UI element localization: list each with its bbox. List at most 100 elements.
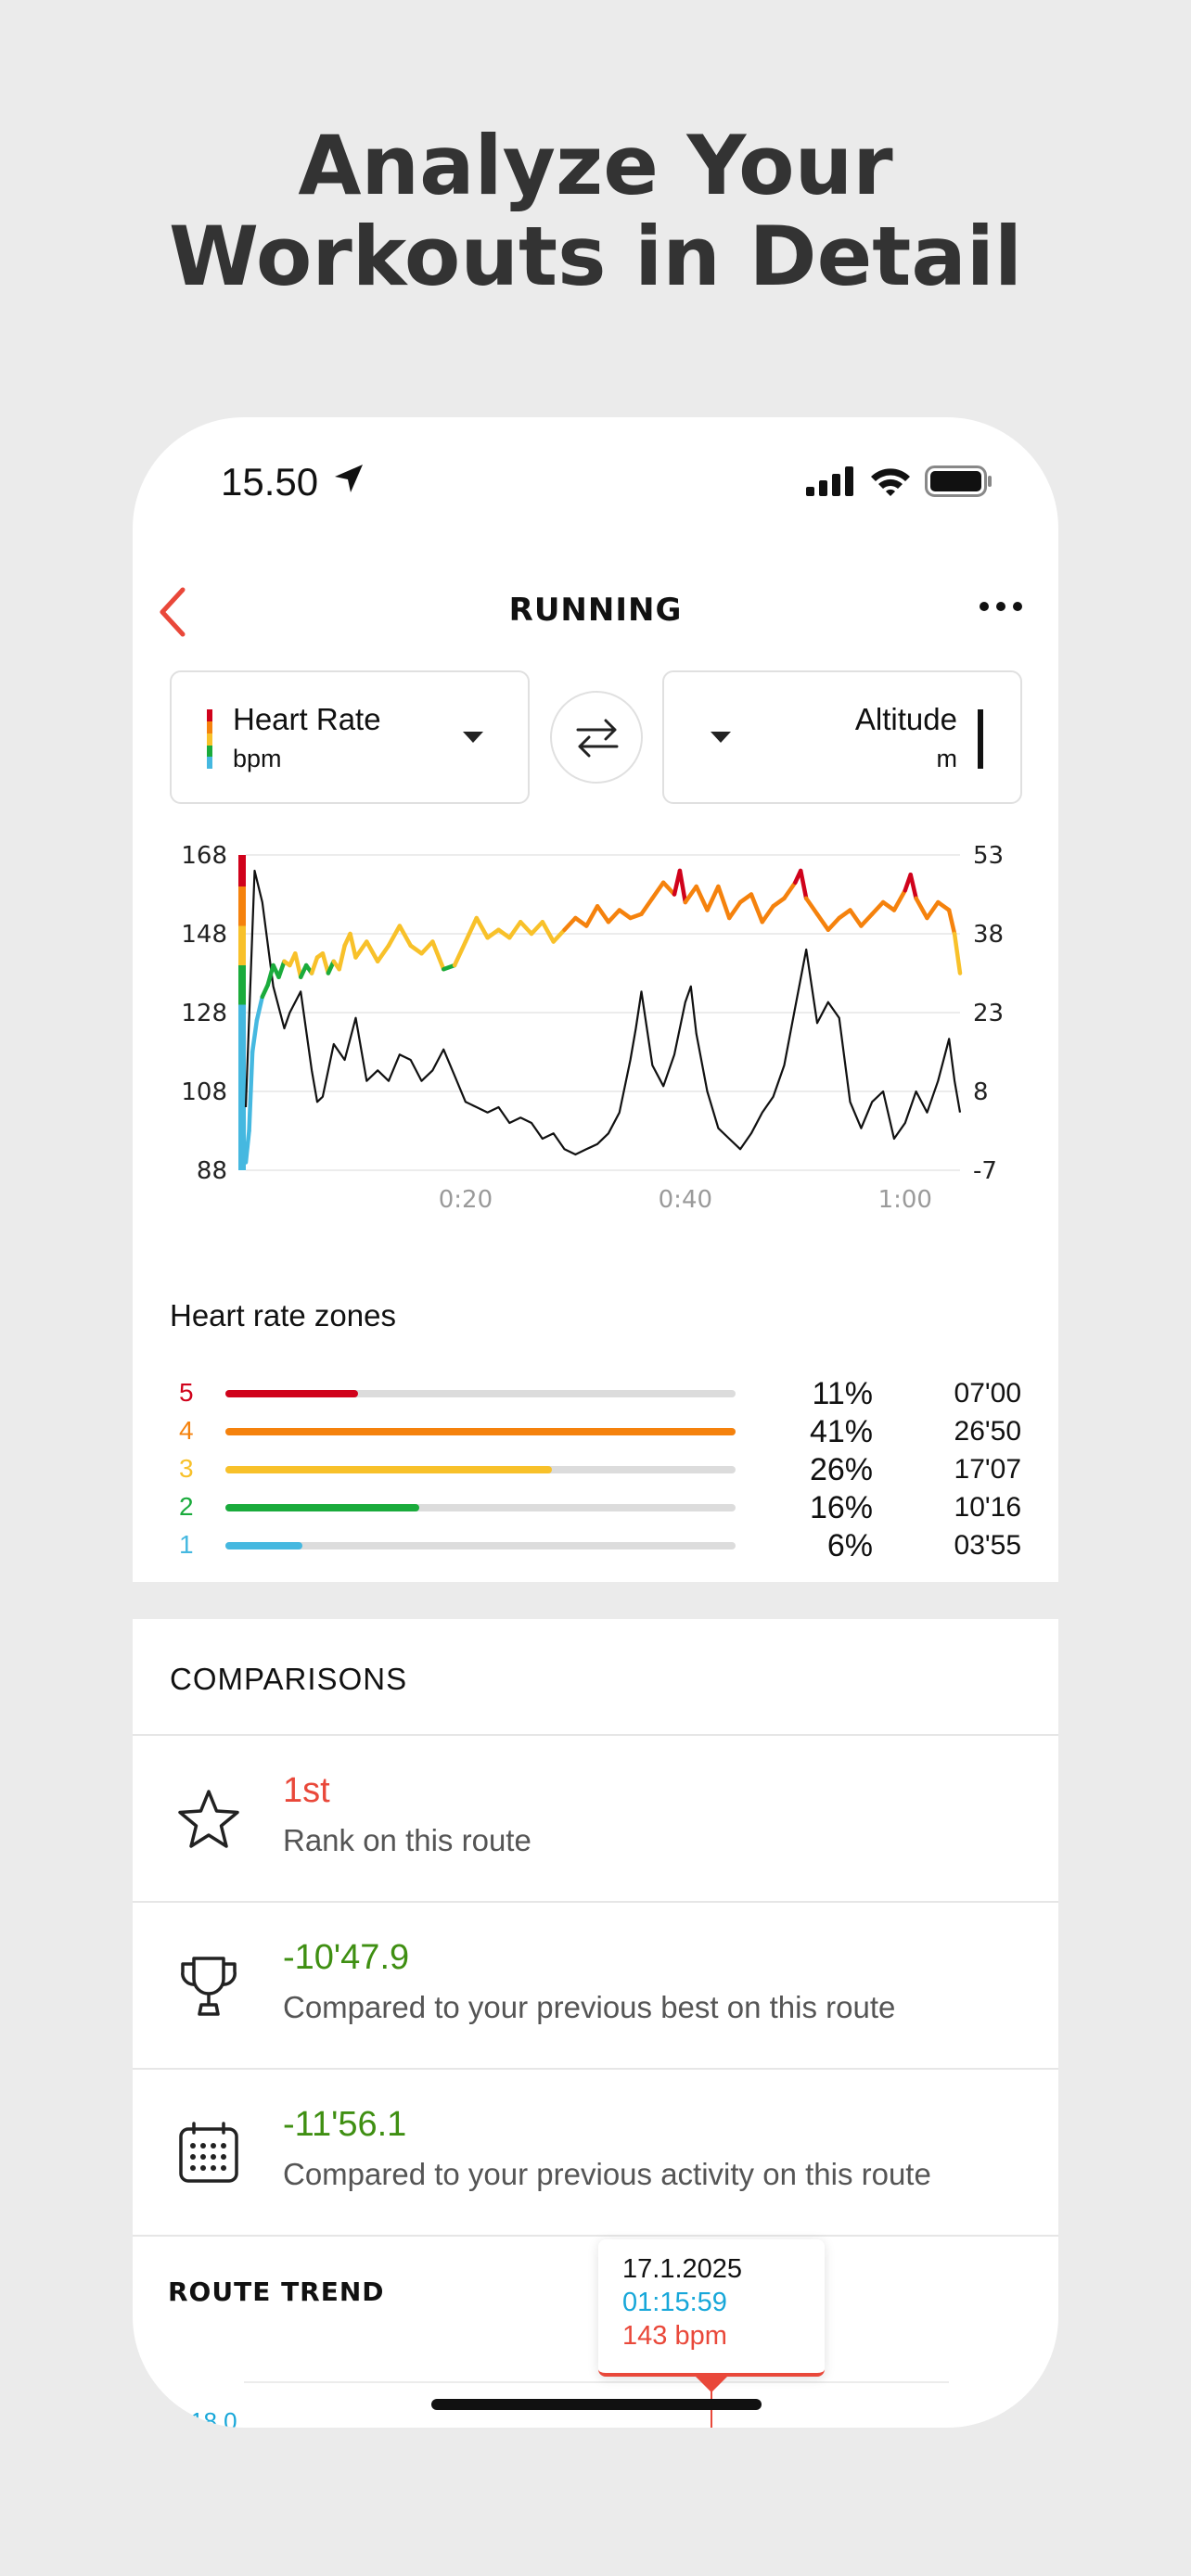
left-axis-tick: 128 [181,1000,227,1027]
heart-rate-segment [583,904,600,928]
heart-rate-segment [650,880,666,900]
swap-metrics-button[interactable] [550,691,643,784]
heart-rate-segment [705,884,721,912]
heart-rate-segment [496,927,512,940]
left-axis-tick: 88 [197,1157,227,1185]
zone-band-2 [238,965,246,1005]
phone-screen: 15.50 RUNN [133,417,1058,2428]
zone-progress-fill [225,1390,358,1397]
right-metric-selector[interactable]: Altitude m [662,670,1022,804]
heart-rate-segment [573,915,589,928]
zone-progress-track [225,1466,736,1473]
wifi-icon [871,468,910,496]
heart-rate-segment [293,951,303,979]
zone-band-5 [238,855,246,886]
heart-rate-segment [276,959,287,979]
heart-rate-segment [606,908,622,925]
more-options-icon[interactable] [979,597,1023,616]
zone-band-3 [238,925,246,965]
comparison-description: Rank on this route [283,1823,531,1857]
status-icons [806,465,993,497]
dropdown-arrow-icon [463,732,483,743]
zone-progress-track [225,1504,736,1511]
right-axis-tick: 38 [973,921,1004,949]
heart-rate-segment [309,955,320,976]
heart-rate-segment [782,880,798,900]
zone-percent: 11% [812,1376,873,1411]
back-chevron-icon[interactable] [149,584,196,640]
heart-rate-segment [243,1129,251,1165]
heart-rate-segment [260,983,270,1000]
heart-rate-segment [891,888,908,912]
zone-progress-track [225,1390,736,1397]
workout-chart[interactable]: 168 148 128 108 88 53 38 23 8 -7 0:20 0:40 1:00 [133,825,1058,1215]
comparison-row-best[interactable]: -10'47.9 Compared to your previous best … [133,1901,1058,2070]
trend-gridline [244,2381,949,2383]
star-icon [178,1790,239,1848]
heart-rate-segment [540,920,556,944]
heart-rate-segment [485,927,501,940]
heart-rate-segment [247,1050,255,1133]
heart-rate-segment [529,920,545,937]
heart-rate-segment [946,908,957,937]
right-axis-tick: -7 [973,1157,997,1185]
zone-number: 4 [179,1416,194,1445]
heart-rate-segment [749,892,765,925]
zone-number: 1 [179,1530,194,1559]
heart-rate-segment [925,899,941,921]
comparison-bottom-divider [133,2235,1058,2237]
right-axis-tick: 8 [973,1078,989,1106]
right-metric-title: Altitude [854,702,957,736]
comparison-description: Compared to your previous best on this r… [283,1990,896,2024]
left-axis-tick: 168 [181,842,227,870]
heart-rate-segment [726,899,743,921]
heart-rate-segment [859,912,875,928]
zone-number: 2 [179,1492,194,1521]
altitude-line [244,869,962,1156]
zone-row: 5 11% 07'00 [133,1376,1058,1413]
zone-percent: 26% [809,1452,873,1487]
left-metric-selector[interactable]: Heart Rate bpm [170,670,530,804]
heart-rate-segment [452,939,468,968]
heart-rate-segment [737,892,754,905]
heart-rate-segment [250,1018,260,1054]
heart-rate-segment [386,924,403,948]
route-trend-title: ROUTE TREND [168,2276,385,2307]
heart-rate-segment [760,904,775,925]
comparison-row-previous[interactable]: -11'56.1 Compared to your previous activ… [133,2068,1058,2237]
x-axis-tick: 0:40 [659,1186,712,1214]
heart-rate-segment [397,924,413,948]
trend-right-tick: 150 [1016,2407,1057,2428]
heart-rate-segment [337,943,347,972]
heart-rate-segment [365,939,380,963]
heart-rate-segment [798,868,809,900]
heart-rate-segment [694,884,710,912]
left-axis-tick: 148 [181,921,227,949]
comparison-row-rank[interactable]: 1st Rank on this route [133,1734,1058,1903]
right-axis-tick: 53 [973,842,1004,870]
heart-rate-segment [952,931,963,976]
heart-rate-segment [430,939,446,972]
heart-rate-segment [837,908,852,921]
heart-rate-segment [869,899,886,916]
zone-percent: 16% [809,1490,873,1525]
heart-rate-segment [814,912,831,932]
left-metric-title: Heart Rate [233,702,381,736]
status-time: 15.50 [221,460,319,504]
hr-zones-title: Heart rate zones [170,1298,396,1333]
zone-duration: 17'07 [954,1454,1021,1485]
tooltip-date: 17.1.2025 [622,2254,743,2284]
section-divider [133,1582,1058,1619]
heart-rate-segment [617,908,633,921]
heart-rate-segment [595,904,611,925]
zone-row: 3 26% 17'07 [133,1452,1058,1489]
x-axis-tick: 1:00 [878,1186,932,1214]
heart-rate-segment [474,915,490,940]
heart-rate-segment [683,884,698,905]
heart-rate-segment [848,908,864,928]
swap-arrows-icon [576,719,619,758]
heart-rate-segment [518,920,534,937]
headline-line-2: Workouts in Detail [168,209,1023,304]
route-trend-tooltip: 17.1.2025 01:15:59 143 bpm [598,2239,825,2377]
right-metric-unit: m [936,745,958,772]
